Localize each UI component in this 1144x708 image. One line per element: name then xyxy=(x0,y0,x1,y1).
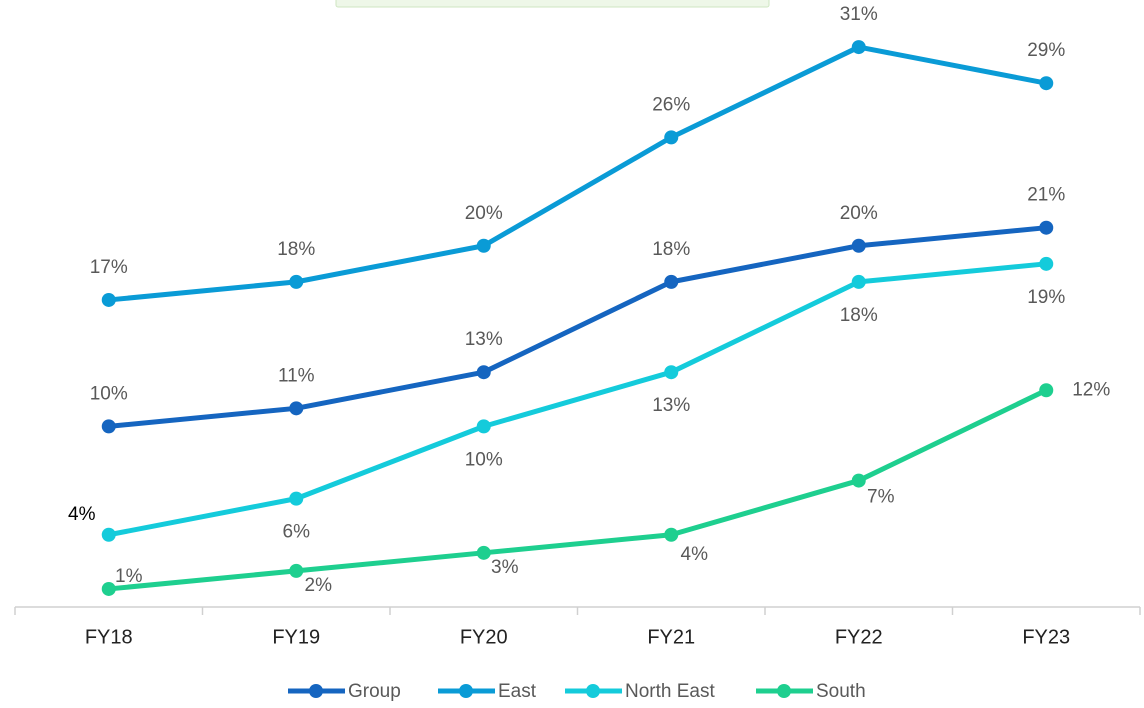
data-point xyxy=(664,130,679,145)
legend-marker xyxy=(309,684,323,698)
data-point xyxy=(289,563,304,578)
data-label: 10% xyxy=(465,449,503,470)
data-label: 12% xyxy=(1072,379,1110,400)
data-label: 21% xyxy=(1027,185,1065,206)
header-box xyxy=(335,0,770,8)
legend-label: East xyxy=(498,681,537,702)
data-label: 18% xyxy=(840,305,878,326)
data-point xyxy=(664,527,679,542)
data-point xyxy=(101,292,116,307)
data-point xyxy=(1039,220,1054,235)
data-label: 20% xyxy=(840,203,878,224)
legend-label: South xyxy=(816,681,866,702)
data-point xyxy=(1039,256,1054,271)
legend-label: Group xyxy=(348,681,401,702)
data-point xyxy=(851,238,866,253)
data-label: 18% xyxy=(277,239,315,260)
data-point xyxy=(476,238,491,253)
data-point xyxy=(851,40,866,55)
data-point xyxy=(476,365,491,380)
data-label: 2% xyxy=(305,575,333,596)
data-label: 31% xyxy=(840,4,878,25)
data-label: 29% xyxy=(1027,40,1065,61)
data-label: 19% xyxy=(1027,287,1065,308)
legend-marker xyxy=(586,684,600,698)
data-point xyxy=(476,545,491,560)
data-point xyxy=(851,274,866,289)
series-line xyxy=(108,387,1048,592)
data-point xyxy=(1039,383,1054,398)
x-tick-label: FY23 xyxy=(1022,626,1070,648)
data-point xyxy=(476,419,491,434)
data-label: 11% xyxy=(278,365,315,386)
data-label: 13% xyxy=(465,329,503,350)
series-line xyxy=(108,261,1047,538)
data-point xyxy=(101,581,116,596)
data-label: 26% xyxy=(652,94,690,115)
legend-marker xyxy=(459,684,473,698)
data-point xyxy=(289,274,304,289)
data-label: 17% xyxy=(90,257,128,278)
data-point xyxy=(289,491,304,506)
x-tick-label: FY20 xyxy=(460,626,508,648)
data-label: 20% xyxy=(465,203,503,224)
data-point xyxy=(664,365,679,380)
data-point xyxy=(664,274,679,289)
data-label: 6% xyxy=(283,522,311,543)
x-tick-label: FY22 xyxy=(835,626,883,648)
data-label: 1% xyxy=(115,566,143,587)
data-point xyxy=(851,473,866,488)
legend-label: North East xyxy=(625,681,715,702)
data-point xyxy=(1039,76,1054,91)
x-tick-label: FY19 xyxy=(272,626,320,648)
data-point xyxy=(289,401,304,416)
data-label: 3% xyxy=(491,557,519,578)
series-line xyxy=(108,44,1047,303)
data-point xyxy=(101,419,116,434)
data-label: 10% xyxy=(90,383,128,404)
data-label: 18% xyxy=(652,239,690,260)
data-label: 4% xyxy=(68,504,96,525)
series-line xyxy=(108,225,1047,429)
x-tick-label: FY21 xyxy=(647,626,695,648)
data-label: 7% xyxy=(867,487,895,508)
legend-marker xyxy=(777,684,791,698)
data-label: 13% xyxy=(652,395,690,416)
x-tick-label: FY18 xyxy=(85,626,133,648)
data-label: 4% xyxy=(681,544,709,565)
data-point xyxy=(101,527,116,542)
